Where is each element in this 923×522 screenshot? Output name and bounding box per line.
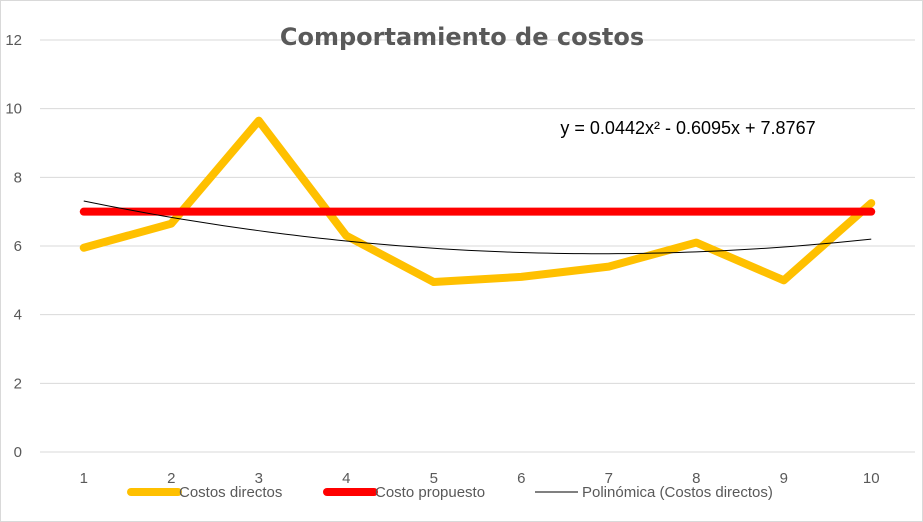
- gridlines: [40, 39, 915, 453]
- x-tick-label: 8: [692, 470, 700, 487]
- x-tick-label: 1: [80, 470, 88, 487]
- x-tick-label: 4: [342, 470, 350, 487]
- legend-label-costos-directos: Costos directos: [179, 484, 282, 501]
- y-tick-label: 8: [14, 169, 22, 186]
- trendline-equation: y = 0.0442x² - 0.6095x + 7.8767: [560, 118, 815, 138]
- y-tick-label: 10: [5, 101, 22, 118]
- y-tick-label: 12: [5, 32, 22, 49]
- x-tick-label: 2: [167, 470, 175, 487]
- series-line-trendline-polinomica: [83, 200, 872, 255]
- x-tick-label: 7: [605, 470, 613, 487]
- x-tick-label: 3: [255, 470, 263, 487]
- y-tick-label: 0: [14, 444, 22, 461]
- chart-title: Comportamiento de costos: [280, 23, 644, 51]
- y-axis-ticks: 0 2 4 6 8 10 12: [5, 32, 22, 461]
- series-lines: [79, 116, 876, 287]
- x-axis-ticks: 1 2 3 4 5 6 7 8 9 10: [80, 470, 880, 487]
- legend-label-costo-propuesto: Costo propuesto: [375, 484, 485, 501]
- legend-label-polinomica: Polinómica (Costos directos): [582, 484, 773, 501]
- legend: Costos directos Costo propuesto Polinómi…: [127, 484, 773, 501]
- y-tick-label: 6: [14, 238, 22, 255]
- x-tick-label: 10: [863, 470, 880, 487]
- series-line-costos-directos: [79, 116, 876, 287]
- x-tick-label: 5: [430, 470, 438, 487]
- y-tick-label: 4: [14, 307, 22, 324]
- x-tick-label: 9: [780, 470, 788, 487]
- y-tick-label: 2: [14, 375, 22, 392]
- x-tick-label: 6: [517, 470, 525, 487]
